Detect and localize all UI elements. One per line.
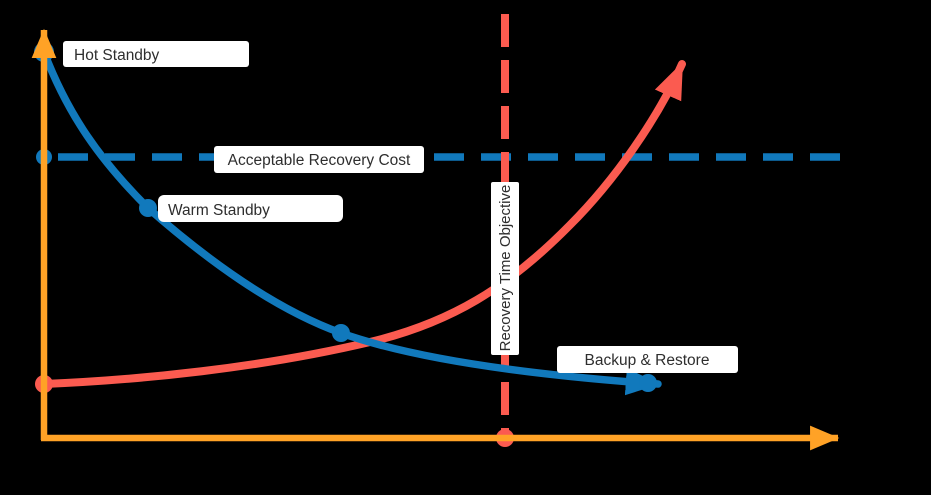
backup-restore-dot [639, 374, 657, 392]
recovery-time-objective-label: Recovery Time Objective [497, 185, 514, 352]
recovery-solution-cost-curve [40, 48, 662, 396]
backup-restore-label: Backup & Restore [585, 352, 710, 369]
acceptable-recovery-cost-label: Acceptable Recovery Cost [228, 152, 411, 169]
curve-intersection-dot [332, 324, 350, 342]
backup-restore-label-box [557, 346, 738, 373]
warm-standby-label-box [158, 195, 343, 222]
acceptable-recovery-cost-label-box [214, 146, 424, 173]
rising-cost-curve [40, 60, 686, 388]
recovery-time-objective-label-box [491, 182, 519, 355]
hot-standby-label: Hot Standby [74, 47, 160, 64]
warm-standby-label: Warm Standby [168, 202, 270, 219]
warm-standby-dot [139, 199, 157, 217]
hot-standby-label-box [63, 41, 249, 67]
